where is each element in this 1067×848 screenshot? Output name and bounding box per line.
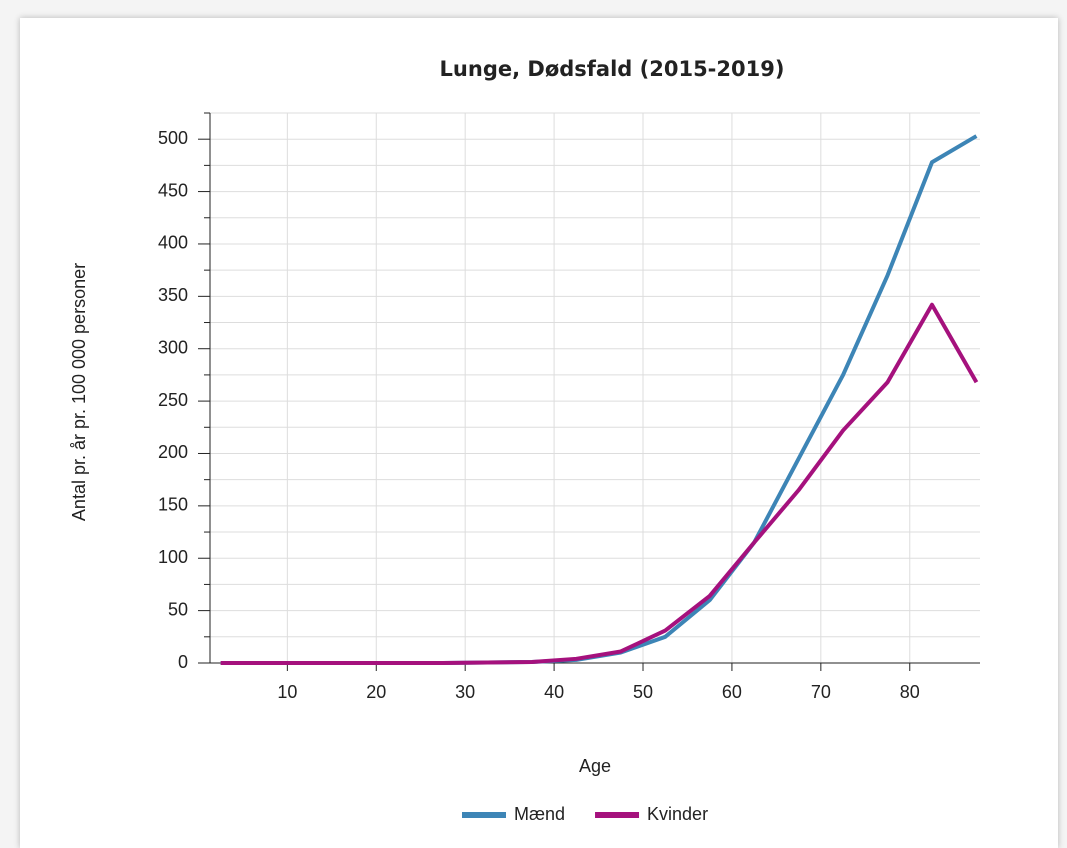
y-tick-label: 50 — [168, 599, 188, 619]
x-tick-label: 40 — [544, 682, 564, 702]
y-tick-label: 0 — [178, 652, 188, 672]
x-tick-label: 50 — [633, 682, 653, 702]
x-tick-label: 60 — [722, 682, 742, 702]
y-tick-label: 100 — [158, 547, 188, 567]
y-tick-label: 450 — [158, 180, 188, 200]
chart-card — [20, 18, 1058, 848]
x-tick-label: 80 — [900, 682, 920, 702]
y-tick-label: 250 — [158, 390, 188, 410]
legend-label: Mænd — [514, 804, 565, 824]
x-tick-label: 20 — [366, 682, 386, 702]
x-tick-label: 10 — [277, 682, 297, 702]
x-tick-label: 70 — [811, 682, 831, 702]
y-axis-label: Antal pr. år pr. 100 000 personer — [69, 263, 89, 521]
y-tick-label: 500 — [158, 128, 188, 148]
series-line — [220, 302, 979, 665]
y-tick-label: 300 — [158, 337, 188, 357]
y-tick-label: 150 — [158, 495, 188, 515]
y-tick-label: 200 — [158, 442, 188, 462]
y-tick-label: 400 — [158, 233, 188, 253]
x-axis-label: Age — [579, 756, 611, 776]
x-tick-label: 30 — [455, 682, 475, 702]
y-tick-label: 350 — [158, 285, 188, 305]
legend-label: Kvinder — [647, 804, 708, 824]
chart-title: Lunge, Dødsfald (2015-2019) — [440, 57, 785, 81]
